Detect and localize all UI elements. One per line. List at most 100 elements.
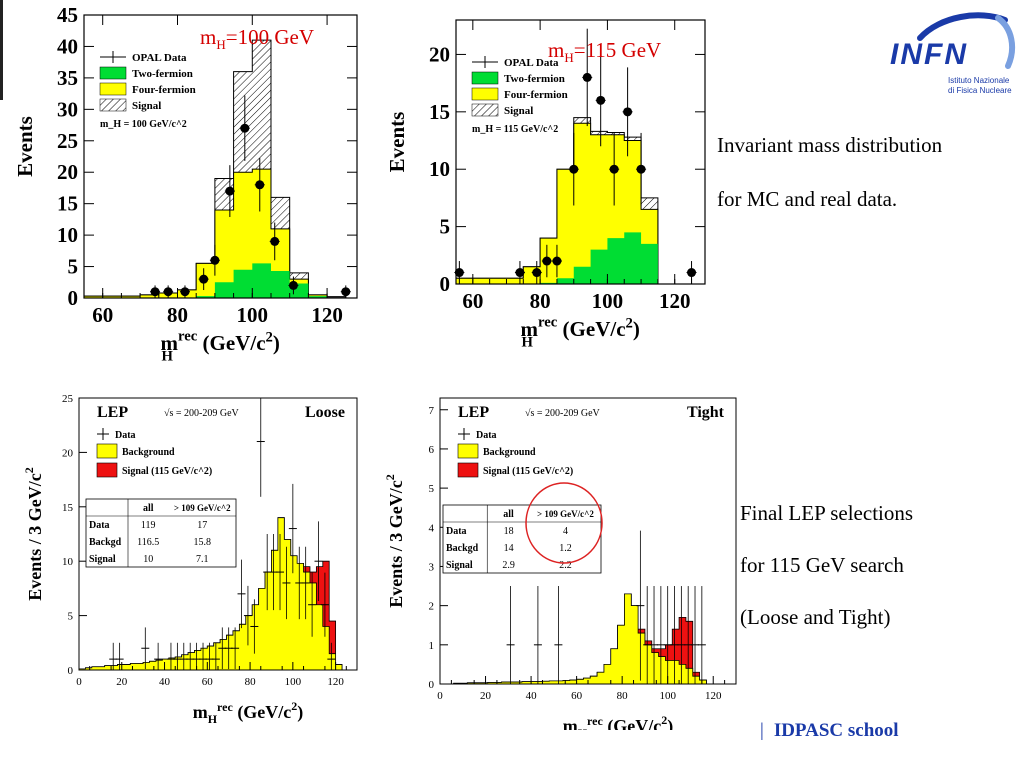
left-edge-bar: [0, 0, 3, 100]
legend-item-label: Four-fermion: [504, 89, 568, 101]
plot-title-right: Loose: [305, 404, 345, 421]
data-point: [341, 287, 351, 297]
data-point: [225, 186, 235, 196]
y-tick-label: 7: [429, 405, 435, 417]
table-cell: 18: [504, 526, 514, 537]
title-m: m: [548, 38, 565, 62]
x-tick-label: 80: [617, 690, 629, 702]
data-point: [582, 72, 592, 82]
data-point: [623, 107, 633, 117]
y-tick-label: 5: [68, 611, 74, 623]
legend: Data Background Signal (115 GeV/c^2): [457, 428, 573, 478]
y-tick-label: 30: [57, 97, 78, 121]
x-axis-label: mHrec (GeV/c2): [563, 713, 674, 730]
table-cell: 116.5: [137, 537, 159, 548]
data-point: [150, 287, 160, 297]
two-fermion-histogram: [456, 232, 692, 284]
table-cell: 17: [197, 520, 207, 531]
title-sub: H: [216, 37, 226, 53]
y-tick-label: 6: [429, 444, 435, 456]
table-cell: 119: [141, 520, 156, 531]
highlight-circle: [525, 482, 603, 564]
data-point: [596, 95, 606, 105]
chart-svg: 0 20 40 60 80 100 120 0 1 2 3 4 5 6 7 LEP √s = 200-209 G…: [383, 397, 737, 730]
y-tick-label: 10: [57, 223, 78, 247]
legend-four-fermion-swatch: [471, 87, 499, 101]
legend-background-swatch: [96, 443, 118, 459]
table-row-label: Backgd: [446, 543, 479, 554]
x-axis-label: mrec (GeV/c2): [161, 329, 280, 355]
y-tick-label: 15: [57, 192, 78, 216]
x-tick-label: 120: [659, 289, 691, 313]
x-axis-label-sub: H: [162, 349, 174, 365]
table-row-label: Signal: [446, 560, 473, 571]
x-tick-label: 80: [530, 289, 551, 313]
table-cell: 2.2: [559, 560, 572, 571]
yield-table: all > 109 GeV/c^2 Data 119 17 Backgd 116.5 15.8…: [85, 498, 237, 568]
logo-text: INFN: [890, 38, 968, 71]
y-tick-label: 0: [429, 679, 435, 691]
data-point: [454, 268, 464, 278]
infn-logo: INFN Istituto Nazionale di Fisica Nuclea…: [880, 8, 1020, 103]
legend-mass-label: m_H = 115 GeV/c^2: [472, 124, 558, 135]
y-tick-label: 25: [57, 129, 78, 153]
y-tick-label: 10: [62, 556, 74, 568]
y-tick-label: 15: [429, 100, 450, 124]
top-description-line-1: Invariant mass distribution: [717, 133, 943, 157]
y-axis-label: Events / 3 GeV/c2: [383, 474, 406, 608]
legend-item-label: Background: [483, 447, 536, 458]
legend-item-label: Data: [476, 430, 497, 441]
data-point: [199, 274, 209, 284]
table-row-label: Backgd: [89, 537, 122, 548]
y-tick-label: 5: [440, 215, 451, 239]
logo-line2: di Fisica Nucleare: [948, 86, 1012, 95]
bottom-description: Final LEP selections for 115 GeV search …: [740, 487, 913, 643]
data-point: [210, 255, 220, 265]
data-point: [636, 164, 646, 174]
legend-signal-swatch: [471, 103, 499, 117]
logo-swoosh-icon: [917, 12, 1016, 69]
data-point: [255, 180, 265, 190]
legend-background-swatch: [457, 443, 479, 459]
table-cell: 14: [504, 543, 514, 554]
legend-item-label: OPAL Data: [504, 57, 559, 69]
y-axis-label: Events / 3 GeV/c2: [22, 467, 45, 601]
legend-two-fermion-swatch: [99, 66, 127, 80]
legend-signal-swatch: [457, 462, 479, 478]
table-cell: 7.1: [196, 554, 209, 565]
table-header: > 109 GeV/c^2: [537, 509, 594, 519]
x-tick-label: 60: [462, 289, 483, 313]
x-tick-label: 40: [526, 690, 538, 702]
data-point: [532, 268, 542, 278]
x-tick-label: 0: [76, 676, 82, 688]
chart-title-mh115: mH=115 GeV: [548, 38, 661, 66]
top-description: Invariant mass distribution for MC and r…: [717, 118, 942, 226]
x-tick-label: 100: [659, 690, 676, 702]
background-histogram: [440, 593, 721, 685]
plot-title-left: LEP: [97, 404, 128, 421]
chart-title-mh100: mH=100 GeV: [200, 25, 314, 53]
y-tick-label: 2: [429, 601, 435, 613]
chart-lep-tight: 0 20 40 60 80 100 120 0 1 2 3 4 5 6 7 LEP √s = 200-209 G…: [380, 380, 760, 730]
y-tick-label: 1: [429, 640, 435, 652]
data-point: [180, 287, 190, 297]
y-tick-label: 0: [68, 286, 79, 310]
y-tick-label: 5: [68, 255, 79, 279]
table-cell: 2.9: [502, 560, 515, 571]
title-m: m: [200, 25, 217, 49]
x-tick-label: 20: [116, 676, 128, 688]
table-cell: 4: [563, 526, 568, 537]
x-tick-label: 60: [92, 303, 113, 327]
y-tick-label: 3: [429, 561, 435, 573]
bottom-description-line-1: Final LEP selections: [740, 501, 914, 525]
footer-divider: |: [760, 720, 764, 741]
y-tick-label: 45: [57, 3, 78, 27]
chart-lep-loose: 0 20 40 60 80 100 120 0 5 10 15 20 25 LEP √s = 200-209…: [0, 380, 380, 730]
y-tick-label: 0: [68, 665, 74, 677]
x-tick-label: 80: [245, 676, 257, 688]
bottom-description-line-3: (Loose and Tight): [740, 605, 891, 629]
title-sub: H: [564, 50, 574, 66]
x-tick-label: 100: [592, 289, 624, 313]
table-cell: 15.8: [194, 537, 212, 548]
y-tick-label: 35: [57, 66, 78, 90]
